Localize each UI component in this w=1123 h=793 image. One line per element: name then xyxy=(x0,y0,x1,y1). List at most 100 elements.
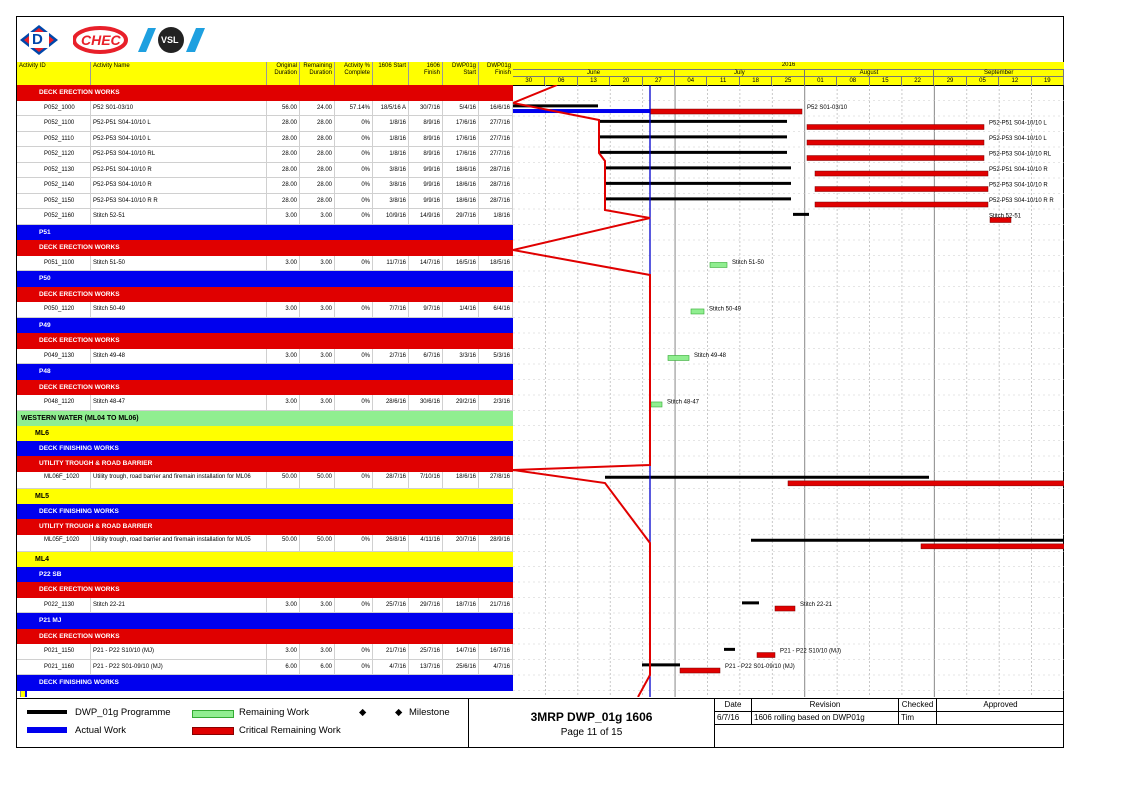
table-row[interactable]: P022_1130 Stitch 22-21 3.00 3.00 0% 25/7/16 29… xyxy=(17,597,513,613)
cell-1606-start: 11/7/16 xyxy=(373,255,409,270)
vsl-logo: VSL xyxy=(138,26,206,54)
timeline-week: 01 xyxy=(805,77,838,85)
wbs-band-blue[interactable]: P21 MJ xyxy=(17,613,513,629)
gantt-bar-programme xyxy=(724,647,735,651)
col-dwp-finish[interactable]: DWP01g Finish xyxy=(486,63,511,76)
cell-1606-start: 7/7/16 xyxy=(373,302,409,317)
cell-1606-finish: 6/7/16 xyxy=(409,348,443,363)
cell-dwp-finish: 5/3/16 xyxy=(479,348,513,363)
col-1606-start[interactable]: 1606 Start xyxy=(373,62,409,85)
table-row[interactable]: P052_1000 P52 S01-03/10 56.00 24.00 57.14% 18… xyxy=(17,100,513,116)
cell-activity-name: Utility trough, road barrier and firemai… xyxy=(91,471,267,488)
wbs-band-yellow[interactable]: ML5 xyxy=(17,488,513,504)
gantt-bar-critical xyxy=(920,543,1064,550)
table-row[interactable]: P051_1100 Stitch 51-50 3.00 3.00 0% 11/7/16 14… xyxy=(17,255,513,271)
gantt-bar-critical xyxy=(806,124,985,130)
wbs-band-red[interactable]: UTILITY TROUGH & ROAD BARRIER xyxy=(17,519,513,535)
wbs-band-yellow[interactable]: ML6 xyxy=(17,425,513,441)
cell-1606-finish: 8/9/16 xyxy=(409,131,443,146)
cell-pct-complete: 0% xyxy=(335,471,373,488)
gantt-bar-critical xyxy=(756,652,776,658)
cell-activity-name: Stitch 50-49 xyxy=(91,302,267,317)
cell-1606-start: 3/8/16 xyxy=(373,193,409,208)
table-row[interactable]: P052_1110 P52-P53 S04-10/10 L 28.00 28.00 0%… xyxy=(17,131,513,147)
table-row[interactable]: ML05F_1020 Utility trough, road barrier a… xyxy=(17,534,513,552)
col-remaining-duration[interactable]: Remaining Duration xyxy=(300,62,335,85)
cell-remaining-duration: 28.00 xyxy=(300,178,335,193)
table-row[interactable]: ML06F_1020 Utility trough, road barrier a… xyxy=(17,471,513,489)
rev-header-approved: Approved xyxy=(937,699,1064,712)
timeline-week: 27 xyxy=(643,77,676,85)
cell-dwp-start: 1/4/16 xyxy=(443,302,479,317)
col-activity-name[interactable]: Activity Name xyxy=(91,62,267,85)
cell-remaining-duration: 28.00 xyxy=(300,116,335,131)
wbs-band-blue[interactable]: DECK FINISHING WORKS xyxy=(17,440,513,456)
gantt-bar-label: P52-P53 S04-10/10 RL xyxy=(989,152,1052,158)
col-1606-finish[interactable]: 1606 Finish xyxy=(409,62,443,85)
legend: DWP_01g Programme Actual Work Remaining … xyxy=(17,698,469,748)
cell-activity-id: P052_1000 xyxy=(17,100,91,115)
timeline-week: 19 xyxy=(1032,77,1064,85)
wbs-band-blue[interactable]: P50 xyxy=(17,271,513,287)
cell-activity-id: P052_1110 xyxy=(17,131,91,146)
legend-critical-swatch xyxy=(192,727,234,735)
table-row[interactable]: P050_1120 Stitch 50-49 3.00 3.00 0% 7/7/16 9/7… xyxy=(17,302,513,318)
wbs-band-blue[interactable]: P48 xyxy=(17,364,513,380)
cell-dwp-start: 25/6/16 xyxy=(443,659,479,674)
col-activity-id[interactable]: Activity ID xyxy=(17,62,91,85)
wbs-band-yellow[interactable]: ML4 xyxy=(17,551,513,567)
cell-original-duration: 3.00 xyxy=(267,395,300,410)
wbs-band-red[interactable]: DECK ERECTION WORKS xyxy=(17,628,513,644)
table-row[interactable]: P052_1140 P52-P53 S04-10/10 R 28.00 28.00 0%… xyxy=(17,178,513,194)
wbs-band-red[interactable]: DECK ERECTION WORKS xyxy=(17,286,513,302)
gantt-bar-label: P52-P53 S04-10/10 R xyxy=(989,183,1048,189)
cell-1606-start: 1/8/16 xyxy=(373,116,409,131)
gantt-bar-critical xyxy=(814,170,989,177)
table-row[interactable]: P048_1120 Stitch 48-47 3.00 3.00 0% 28/6/16 30… xyxy=(17,395,513,411)
table-row[interactable]: P021_1160 P21 - P22 S01-09/10 (MJ) 6.00 6.0… xyxy=(17,659,513,675)
timeline-header: 2016 June July August September 30 06 13 20 27 0… xyxy=(513,62,1064,86)
rev-header-revision: Revision xyxy=(752,699,899,712)
cell-remaining-duration: 3.00 xyxy=(300,255,335,270)
table-row[interactable]: P052_1130 P52-P51 S04-10/10 R 28.00 28.00 0%… xyxy=(17,162,513,178)
cell-pct-complete: 0% xyxy=(335,209,373,224)
wbs-band-red[interactable]: DECK ERECTION WORKS xyxy=(17,85,513,101)
cell-activity-name: P52-P53 S04-10/10 RL xyxy=(91,147,267,162)
col-original-duration[interactable]: Original Duration xyxy=(267,62,300,85)
gantt-bar-label: Stitch 51-50 xyxy=(732,260,765,266)
wbs-band-blue[interactable]: P22 SB xyxy=(17,566,513,582)
table-row[interactable]: P052_1160 Stitch 52-51 3.00 3.00 0% 10/9/16 14… xyxy=(17,209,513,225)
cell-dwp-finish: 28/7/16 xyxy=(479,162,513,177)
cell-activity-id: P051_1100 xyxy=(17,255,91,270)
timeline-week: 20 xyxy=(610,77,643,85)
table-row[interactable]: P021_1150 P21 - P22 S10/10 (MJ) 3.00 3.00 0%… xyxy=(17,644,513,660)
cell-activity-id: P048_1120 xyxy=(17,395,91,410)
wbs-band-blue[interactable]: DECK FINISHING WORKS xyxy=(17,675,513,691)
rev-header-date: Date xyxy=(715,699,752,712)
wbs-band-red[interactable]: UTILITY TROUGH & ROAD BARRIER xyxy=(17,456,513,472)
wbs-band-red[interactable]: DECK ERECTION WORKS xyxy=(17,333,513,349)
wbs-band-red[interactable]: DECK ERECTION WORKS xyxy=(17,582,513,598)
table-row[interactable]: P052_1120 P52-P53 S04-10/10 RL 28.00 28.00 0… xyxy=(17,147,513,163)
wbs-band-red[interactable]: DECK ERECTION WORKS xyxy=(17,379,513,395)
wbs-band-red[interactable]: DECK ERECTION WORKS xyxy=(17,240,513,256)
wbs-band-blue[interactable]: P51 xyxy=(17,224,513,240)
cell-1606-start: 28/7/16 xyxy=(373,471,409,488)
timeline-week: 30 xyxy=(513,77,546,85)
table-row[interactable]: P052_1100 P52-P51 S04-10/10 L 28.00 28.00 0%… xyxy=(17,116,513,132)
table-row[interactable]: P049_1130 Stitch 49-48 3.00 3.00 0% 2/7/16 6/7… xyxy=(17,348,513,364)
gantt-bar-programme xyxy=(793,212,809,216)
wbs-band-green[interactable]: WESTERN WATER (ML04 TO ML06) xyxy=(17,410,513,426)
cell-original-duration: 3.00 xyxy=(267,597,300,612)
col-dwp-start[interactable]: DWP01g Start xyxy=(443,62,479,85)
timeline-month: September xyxy=(934,69,1064,77)
cell-1606-start: 3/8/16 xyxy=(373,178,409,193)
wbs-band-blue[interactable]: P49 xyxy=(17,317,513,333)
wbs-band-blue[interactable]: DECK FINISHING WORKS xyxy=(17,503,513,519)
gantt-bar-programme xyxy=(642,663,680,667)
table-row[interactable]: P052_1150 P52-P53 S04-10/10 R R 28.00 28.00… xyxy=(17,193,513,209)
col-pct-complete[interactable]: Activity % Complete xyxy=(335,62,373,85)
revision-block: Date Revision Checked Approved 6/7/16 16… xyxy=(715,698,1064,748)
cell-original-duration: 28.00 xyxy=(267,131,300,146)
cell-original-duration: 50.00 xyxy=(267,534,300,551)
